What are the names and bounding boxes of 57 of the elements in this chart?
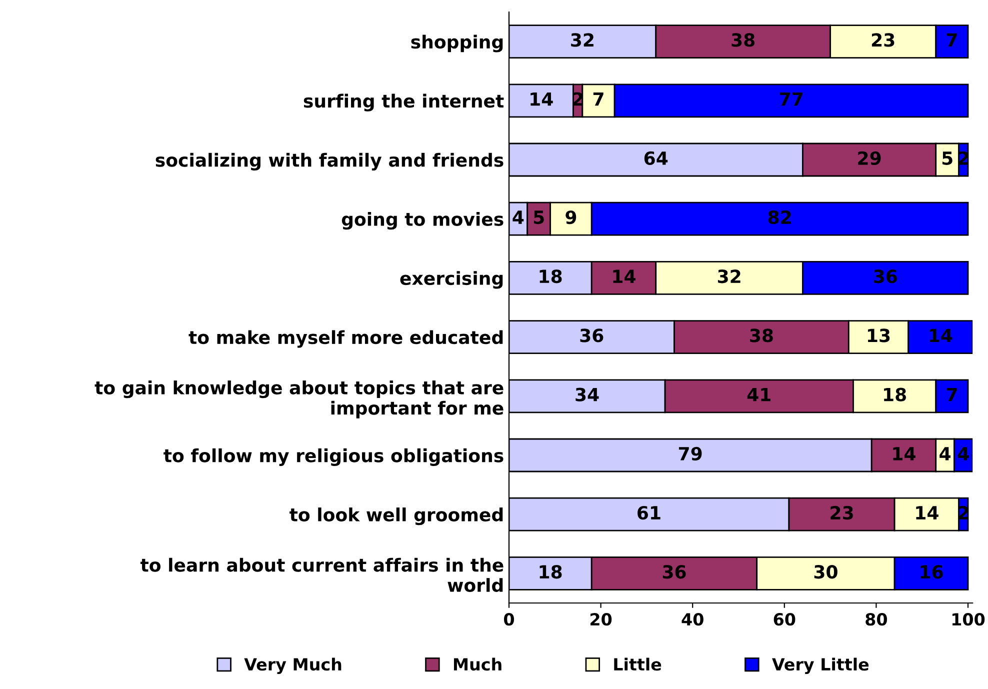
x-tick-label: 100 — [952, 613, 985, 626]
y-tick-label: to learn about current affairs in the world — [140, 558, 504, 592]
data-label: 23 — [872, 33, 894, 47]
data-label: 14 — [930, 328, 952, 342]
x-tick-label: 0 — [504, 613, 514, 626]
data-label: 61 — [638, 506, 660, 520]
data-label: 18 — [540, 270, 562, 284]
data-label: 4 — [512, 210, 524, 224]
legend-label: Much — [454, 658, 502, 671]
data-label: 4 — [958, 447, 969, 460]
data-label: 7 — [946, 33, 957, 47]
data-label: 29 — [858, 151, 881, 165]
data-label: 36 — [580, 328, 604, 342]
data-label: 18 — [540, 565, 562, 579]
data-label: 14 — [613, 270, 636, 283]
data-label: 36 — [662, 565, 686, 579]
data-label: 4 — [940, 447, 950, 460]
y-tick-label: going to movies — [342, 212, 504, 230]
y-tick-label: surfing the internet — [304, 94, 504, 112]
data-label: 36 — [874, 270, 897, 284]
data-label: 32 — [718, 270, 740, 284]
data-label: 9 — [566, 210, 576, 224]
y-tick-label: to follow my religious obligations — [164, 448, 504, 466]
x-tick-label: 80 — [866, 613, 887, 626]
y-tick-label: shopping — [411, 34, 503, 52]
x-tick-label: 60 — [774, 613, 796, 626]
data-label: 14 — [893, 447, 916, 460]
x-tick-label: 40 — [682, 613, 704, 626]
data-label: 77 — [780, 92, 802, 106]
data-label: 32 — [571, 33, 594, 47]
data-label: 5 — [534, 210, 544, 224]
data-label: 14 — [916, 506, 938, 520]
data-label: 79 — [678, 446, 702, 460]
data-label: 23 — [830, 506, 853, 520]
data-label: 5 — [942, 152, 952, 165]
data-label: 30 — [814, 565, 838, 579]
y-tick-label: socializing with family and friends — [156, 152, 504, 171]
data-label: 14 — [530, 92, 553, 106]
legend-label: Very Much — [244, 658, 342, 674]
y-tick-label: to gain knowledge about topics that are important for me — [94, 380, 504, 418]
data-label: 7 — [946, 388, 957, 402]
legend-label: Little — [614, 658, 662, 671]
data-label: 64 — [644, 151, 668, 165]
data-label: 38 — [750, 328, 773, 342]
x-tick-label: 20 — [590, 613, 612, 626]
y-tick-label: to make myself more educated — [188, 330, 503, 348]
y-tick-label: exercising — [400, 271, 503, 289]
data-label: 82 — [768, 210, 791, 224]
data-label: 16 — [920, 565, 943, 579]
data-label: 41 — [747, 388, 770, 402]
y-tick-label: to look well groomed — [290, 507, 503, 526]
data-label: 7 — [593, 92, 604, 106]
legend-label: Very Little — [772, 658, 869, 674]
data-label: 34 — [576, 388, 599, 402]
data-label: 13 — [868, 328, 890, 342]
data-label: 18 — [884, 388, 906, 402]
data-label: 38 — [732, 33, 755, 47]
